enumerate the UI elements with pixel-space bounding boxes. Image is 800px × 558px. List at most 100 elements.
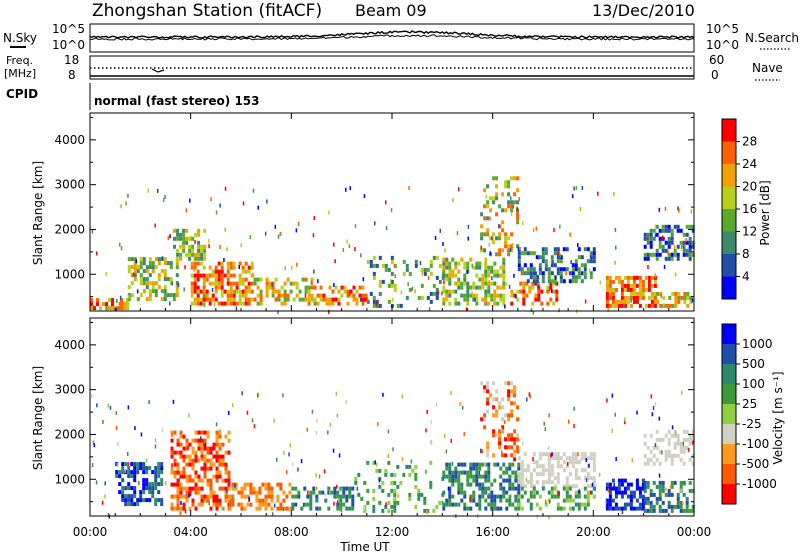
data-cell <box>142 462 146 467</box>
data-cell <box>435 287 439 292</box>
data-cell <box>261 482 265 487</box>
data-cell <box>490 265 494 270</box>
data-cell <box>271 293 275 298</box>
data-cell <box>583 506 587 511</box>
data-cell <box>188 458 192 463</box>
data-cell <box>538 456 542 461</box>
data-cell <box>133 486 137 491</box>
data-cell <box>535 226 538 231</box>
data-cell <box>538 464 542 469</box>
data-cell <box>118 474 122 479</box>
data-cell <box>289 289 293 294</box>
data-cell <box>121 466 125 471</box>
data-cell <box>234 483 236 488</box>
data-cell <box>175 289 179 294</box>
data-cell <box>176 478 180 483</box>
data-cell <box>438 279 442 284</box>
data-cell <box>565 271 567 276</box>
data-cell <box>667 228 671 233</box>
data-cell <box>496 273 500 278</box>
data-cell <box>145 486 149 491</box>
data-cell <box>307 301 311 306</box>
data-cell <box>130 486 134 491</box>
data-cell <box>127 486 131 491</box>
data-cell <box>351 498 355 503</box>
data-cell <box>425 469 427 474</box>
data-cell <box>493 297 497 302</box>
data-cell <box>472 466 476 471</box>
data-cell <box>550 456 554 461</box>
data-cell <box>414 259 418 264</box>
data-cell <box>199 301 203 306</box>
data-cell <box>104 494 106 499</box>
data-cell <box>486 397 490 402</box>
data-cell <box>369 259 373 264</box>
data-cell <box>481 277 485 282</box>
data-cell <box>319 285 323 290</box>
data-cell <box>212 502 216 507</box>
data-cell <box>677 206 679 211</box>
data-cell <box>489 393 493 398</box>
data-cell <box>360 496 364 501</box>
data-cell <box>397 493 399 498</box>
data-cell <box>246 410 249 415</box>
data-cell <box>457 502 461 507</box>
data-cell <box>512 204 515 209</box>
data-cell <box>574 275 578 280</box>
data-cell <box>679 449 683 454</box>
data-cell <box>160 466 164 471</box>
data-cell <box>674 291 678 296</box>
data-cell <box>589 476 593 481</box>
data-cell <box>119 242 121 247</box>
data-cell <box>310 293 314 298</box>
data-cell <box>674 295 678 300</box>
data-cell <box>333 242 335 247</box>
data-cell <box>460 281 464 286</box>
data-cell <box>163 297 167 302</box>
data-cell <box>514 486 518 491</box>
data-cell <box>638 494 642 499</box>
data-cell <box>190 265 194 270</box>
data-cell <box>220 301 224 306</box>
data-cell <box>486 228 490 233</box>
data-cell <box>658 437 662 442</box>
data-cell <box>451 461 454 466</box>
data-cell <box>638 287 642 292</box>
data-cell <box>661 244 665 249</box>
data-cell <box>124 494 128 499</box>
data-cell <box>667 500 671 505</box>
data-cell <box>381 279 385 284</box>
data-cell <box>617 299 621 304</box>
data-cell <box>179 506 183 511</box>
data-cell <box>372 488 376 493</box>
data-cell <box>507 236 511 241</box>
data-cell <box>402 271 406 276</box>
data-cell <box>142 261 146 266</box>
beam-label: Beam 09 <box>355 1 427 20</box>
data-cell <box>136 265 140 270</box>
data-cell <box>420 295 424 300</box>
data-cell <box>574 460 578 465</box>
data-cell <box>667 224 671 229</box>
data-cell <box>231 498 235 503</box>
data-cell <box>682 508 686 513</box>
data-cell <box>369 263 373 268</box>
data-cell <box>107 403 109 408</box>
data-cell <box>369 291 373 296</box>
data-cell <box>626 299 630 304</box>
data-cell <box>240 506 244 511</box>
data-cell <box>264 502 268 507</box>
data-cell <box>559 464 563 469</box>
data-cell <box>414 289 416 294</box>
data-cell <box>248 497 250 502</box>
data-cell <box>586 490 590 495</box>
data-cell <box>324 492 327 497</box>
data-cell <box>118 470 122 475</box>
data-cell <box>559 456 563 461</box>
data-cell <box>348 244 351 249</box>
data-cell <box>351 502 355 507</box>
data-cell <box>571 456 575 461</box>
data-cell <box>520 494 524 499</box>
data-cell <box>179 482 183 487</box>
data-cell <box>475 470 479 475</box>
